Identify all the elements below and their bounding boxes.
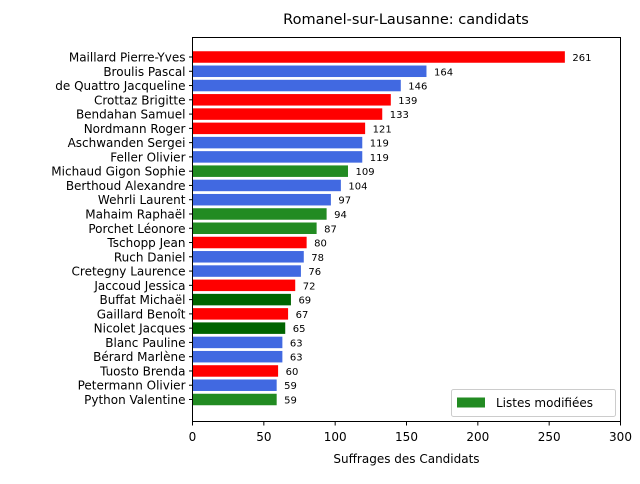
bar — [192, 94, 391, 106]
bar — [192, 322, 286, 334]
value-label: 94 — [334, 210, 347, 221]
chart-title: Romanel-sur-Lausanne: candidats — [283, 12, 529, 28]
x-axis-label: Suffrages des Candidats — [333, 452, 479, 466]
x-tick-label: 100 — [324, 430, 347, 444]
category-label: Maillard Pierre-Yves — [69, 51, 186, 65]
category-label: Broulis Pascal — [103, 65, 185, 79]
value-label: 119 — [370, 139, 389, 150]
bar — [192, 208, 327, 220]
legend-frame — [451, 389, 616, 417]
category-label: Mahaim Raphaël — [85, 207, 185, 221]
x-tick-label: 200 — [466, 430, 489, 444]
category-label: Buffat Michaël — [100, 293, 186, 307]
value-label: 87 — [324, 224, 337, 235]
value-label: 59 — [284, 396, 297, 407]
bar — [192, 379, 277, 391]
x-tick-label: 150 — [395, 430, 418, 444]
bar — [192, 393, 277, 406]
category-label: Bendahan Samuel — [76, 108, 186, 122]
bar — [192, 122, 366, 135]
bar — [192, 365, 279, 377]
bar — [192, 222, 317, 234]
bar — [192, 136, 363, 149]
category-label: Ruch Daniel — [114, 250, 186, 264]
bar — [192, 308, 289, 320]
category-label: Feller Olivier — [110, 150, 185, 164]
bars-layer — [192, 51, 565, 406]
category-label: Berthoud Alexandre — [66, 179, 186, 193]
bar — [192, 350, 283, 363]
value-label: 104 — [348, 181, 367, 192]
category-label: Nordmann Roger — [84, 122, 186, 136]
value-label: 65 — [293, 324, 306, 335]
bar — [192, 236, 307, 249]
value-label: 109 — [356, 167, 375, 178]
category-label: de Quattro Jacqueline — [55, 79, 185, 93]
value-label: 67 — [296, 310, 309, 321]
x-axis-ticks: 0 50 100 150 200 250 300 — [189, 421, 632, 444]
value-label: 121 — [373, 124, 392, 135]
bar — [192, 108, 383, 120]
category-label: Aschwanden Sergei — [68, 136, 186, 150]
category-label: Python Valentine — [84, 393, 185, 407]
value-label: 69 — [298, 296, 311, 307]
plot-frame — [192, 37, 621, 422]
x-tick-label: 250 — [538, 430, 561, 444]
value-label: 63 — [290, 353, 303, 364]
value-label: 139 — [398, 96, 417, 107]
category-label: Bérard Marlène — [93, 350, 185, 364]
x-tick-label: 50 — [256, 430, 271, 444]
category-label: Wehrli Laurent — [98, 193, 186, 207]
value-label: 119 — [370, 153, 389, 164]
x-tick-label: 300 — [609, 430, 632, 444]
category-label: Tschopp Jean — [106, 236, 185, 250]
bar — [192, 265, 301, 277]
category-label: Porchet Léonore — [88, 222, 185, 236]
x-tick-label: 0 — [189, 430, 197, 444]
value-label: 59 — [284, 381, 297, 392]
category-label: Cretegny Laurence — [72, 265, 186, 279]
category-label: Gaillard Benoît — [97, 307, 186, 321]
bar — [192, 293, 291, 306]
bar — [192, 51, 565, 63]
legend: Listes modifiées — [451, 389, 616, 417]
legend-swatch — [457, 397, 485, 408]
bar — [192, 279, 296, 292]
value-label: 60 — [286, 367, 299, 378]
category-label: Blanc Pauline — [105, 336, 185, 350]
bar — [192, 179, 341, 192]
category-label: Petermann Olivier — [78, 379, 186, 393]
value-label: 97 — [338, 196, 351, 207]
bar — [192, 79, 401, 92]
value-labels: 261 164 146 139 133 121 119 119 109 104 97 94 87 80 78… — [284, 53, 591, 407]
value-label: 80 — [314, 239, 327, 250]
legend-label: Listes modifiées — [496, 396, 593, 410]
value-label: 261 — [572, 53, 591, 64]
value-label: 63 — [290, 338, 303, 349]
category-label: Nicolet Jacques — [94, 322, 186, 336]
value-label: 78 — [311, 253, 324, 264]
category-label: Tuosto Brenda — [99, 364, 185, 378]
category-label: Crottaz Brigitte — [94, 93, 186, 107]
value-label: 146 — [408, 82, 427, 93]
bar — [192, 151, 363, 163]
value-label: 133 — [390, 110, 409, 121]
category-label: Michaud Gigon Sophie — [51, 165, 185, 179]
value-label: 164 — [434, 67, 453, 78]
bar — [192, 193, 331, 206]
value-label: 72 — [303, 281, 316, 292]
bar — [192, 65, 427, 78]
bar — [192, 251, 304, 263]
category-label: Jaccoud Jessica — [93, 279, 185, 293]
bar — [192, 165, 349, 177]
bar — [192, 336, 283, 349]
value-label: 76 — [308, 267, 321, 278]
